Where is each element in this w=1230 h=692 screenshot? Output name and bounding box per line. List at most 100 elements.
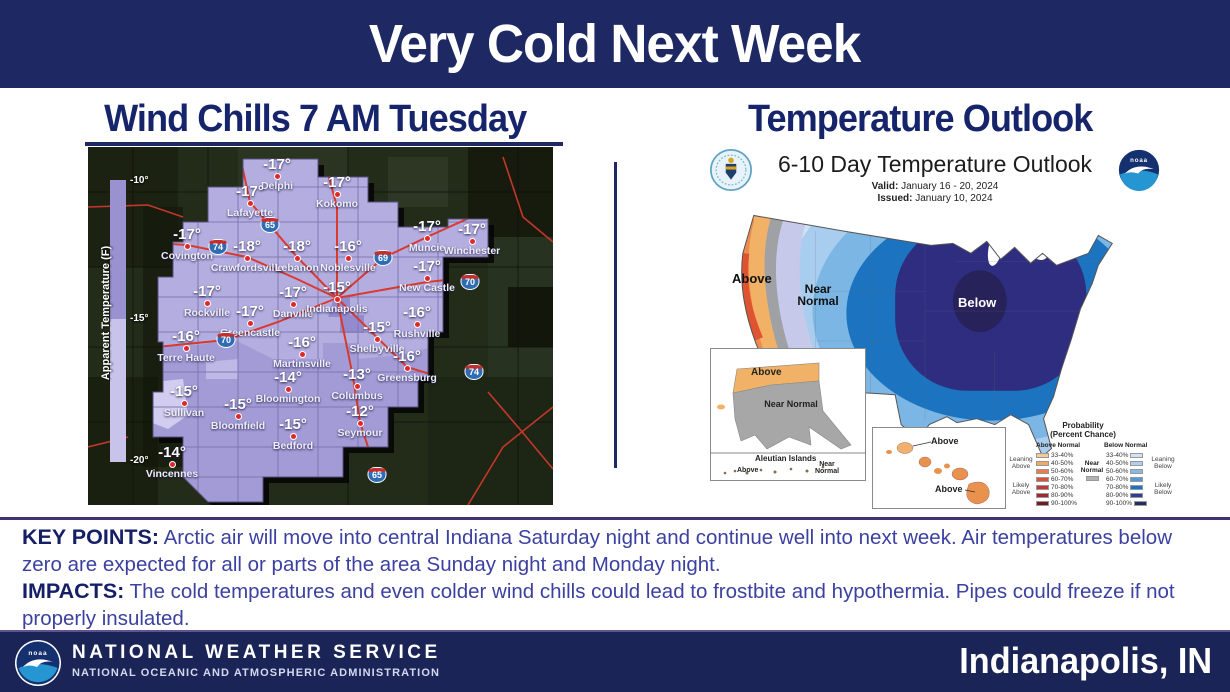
leaning-above-label: Leaning Above <box>1009 456 1033 470</box>
legend-percent: 70-80% <box>1051 483 1074 491</box>
impacts-paragraph: IMPACTS: The cold temperatures and even … <box>22 578 1212 632</box>
svg-text:noaa: noaa <box>1130 157 1148 164</box>
legend-above-side-labels: Leaning Above Likely Above <box>1006 442 1036 507</box>
commerce-seal-icon <box>710 149 752 191</box>
likely-above-label: Likely Above <box>1011 482 1031 496</box>
alaska-label-near: Near Normal <box>764 399 818 409</box>
valid-label: Valid: <box>871 181 899 192</box>
keypoints-block: KEY POINTS: Arctic air will move into ce… <box>22 524 1212 632</box>
footer-sub-agency: NATIONAL OCEANIC AND ATMOSPHERIC ADMINIS… <box>72 667 441 679</box>
footer-text-block: NATIONAL WEATHER SERVICE NATIONAL OCEANI… <box>72 642 441 679</box>
near-normal-swatch <box>1085 476 1099 481</box>
legend-swatch <box>1130 452 1144 458</box>
legend-title-line2: (Percent Chance) <box>1050 430 1116 439</box>
legend-percent: 80-90% <box>1106 491 1129 499</box>
valid-value: January 16 - 20, 2024 <box>901 181 999 192</box>
colorbar-tick: -10° <box>130 175 149 186</box>
interstate-shield-icon: 74 <box>208 239 228 255</box>
legend-percent: 80-90% <box>1051 491 1074 499</box>
legend-title-line1: Probability <box>1062 421 1104 430</box>
legend-swatch <box>1036 468 1049 474</box>
impacts-label: IMPACTS: <box>22 579 125 603</box>
interstate-shield-icon: 65 <box>260 217 280 233</box>
wind-chill-map: -10° -15° -20° Apparent Temperature (F) … <box>88 147 553 505</box>
legend-swatch <box>1130 476 1144 482</box>
legend-row: 50-60% <box>1036 467 1080 475</box>
interstate-shield-icon: 74 <box>464 364 484 380</box>
near-normal-label: Near Normal <box>1080 460 1104 474</box>
legend-percent: 40-50% <box>1106 459 1129 467</box>
legend-swatch <box>1036 476 1049 482</box>
legend-percent: 90-100% <box>1106 499 1133 507</box>
impacts-text: The cold temperatures and even colder wi… <box>22 580 1175 630</box>
legend-swatch <box>1130 468 1144 474</box>
legend-row: 40-50% <box>1036 459 1080 467</box>
legend-row: 70-80% <box>1104 483 1148 491</box>
interstate-shield-icon: 70 <box>216 332 236 348</box>
legend-percent: 60-70% <box>1051 475 1074 483</box>
map-top-rule <box>85 142 563 146</box>
temperature-outlook-heading: Temperature Outlook <box>747 97 1093 140</box>
wind-chill-map-art <box>88 147 553 505</box>
aleutian-near: Near Normal <box>814 461 840 475</box>
colorbar-tick: -20° <box>130 455 149 466</box>
legend-row: 50-60% <box>1104 467 1148 475</box>
us-label-near-normal: Near Normal <box>797 282 839 308</box>
left-section-heading: Wind Chills 7 AM Tuesday <box>30 96 600 142</box>
footer-agency: NATIONAL WEATHER SERVICE <box>72 642 441 663</box>
hawaii-map <box>886 441 990 505</box>
temperature-outlook-panel: noaa 6-10 Day Temperature Outlook Valid:… <box>690 145 1182 515</box>
legend-swatch <box>1130 492 1144 498</box>
footer-office: Indianapolis, IN <box>959 640 1212 681</box>
nws-noaa-logo-icon: noaa <box>15 640 61 686</box>
aleutian-label: Aleutian Islands <box>755 454 817 463</box>
interstate-shield-icon: 65 <box>367 467 387 483</box>
panel-divider <box>614 162 617 468</box>
issued-value: January 10, 2024 <box>915 193 993 204</box>
legend-row: 60-70% <box>1036 475 1080 483</box>
footer-bar: noaa NATIONAL WEATHER SERVICE NATIONAL O… <box>0 630 1230 692</box>
key-points-label: KEY POINTS: <box>22 525 159 549</box>
top-banner: Very Cold Next Week <box>0 0 1230 88</box>
legend-row: 33-40% <box>1104 451 1148 459</box>
legend-swatch <box>1036 460 1049 466</box>
legend-row: 33-40% <box>1036 451 1080 459</box>
hawaii-label-above-se: Above <box>935 484 963 494</box>
legend-swatch <box>1036 484 1049 490</box>
legend-percent: 40-50% <box>1051 459 1074 467</box>
colorbar-lower <box>110 319 126 462</box>
outlook-title: 6-10 Day Temperature Outlook <box>777 151 1093 177</box>
wind-chills-heading: Wind Chills 7 AM Tuesday <box>103 97 527 140</box>
key-points-text: Arctic air will move into central Indian… <box>22 526 1172 576</box>
colorbar-axis-label: Apparent Temperature (F) <box>100 245 112 381</box>
legend-percent: 70-80% <box>1106 483 1129 491</box>
probability-legend: Probability (Percent Chance) Leaning Abo… <box>1006 421 1182 515</box>
below-normal-header: Below Normal <box>1104 442 1148 449</box>
legend-row: 90-100% <box>1104 499 1148 507</box>
key-points-paragraph: KEY POINTS: Arctic air will move into ce… <box>22 524 1212 578</box>
legend-row: 80-90% <box>1104 491 1148 499</box>
colorbar-upper <box>110 180 126 319</box>
leaning-below-label: Leaning Below <box>1151 456 1175 470</box>
legend-percent: 60-70% <box>1106 475 1129 483</box>
us-label-above: Above <box>732 271 772 286</box>
colorbar-tick: -15° <box>130 313 149 324</box>
hawaii-inset: Above Above <box>872 427 1006 509</box>
legend-above-column: Above Normal 33-40% 40-50% 50-60% 60-70% 70-… <box>1036 442 1080 507</box>
keypoints-separator <box>0 517 1230 520</box>
alaska-label-above: Above <box>751 367 782 378</box>
legend-row: 90-100% <box>1036 499 1080 507</box>
legend-below-side-labels: Leaning Below Likely Below <box>1148 442 1178 507</box>
legend-percent: 33-40% <box>1106 451 1129 459</box>
likely-below-label: Likely Below <box>1154 482 1172 496</box>
legend-title: Probability (Percent Chance) <box>1024 421 1142 439</box>
page-title: Very Cold Next Week <box>369 14 861 74</box>
legend-percent: 50-60% <box>1051 467 1074 475</box>
noaa-logo-icon: noaa <box>1118 149 1160 191</box>
legend-row: 70-80% <box>1036 483 1080 491</box>
legend-swatch <box>1134 500 1148 506</box>
legend-row: 60-70% <box>1104 475 1148 483</box>
legend-swatch <box>1036 500 1049 506</box>
legend-row: 40-50% <box>1104 459 1148 467</box>
legend-near-normal: Near Normal <box>1080 442 1104 507</box>
